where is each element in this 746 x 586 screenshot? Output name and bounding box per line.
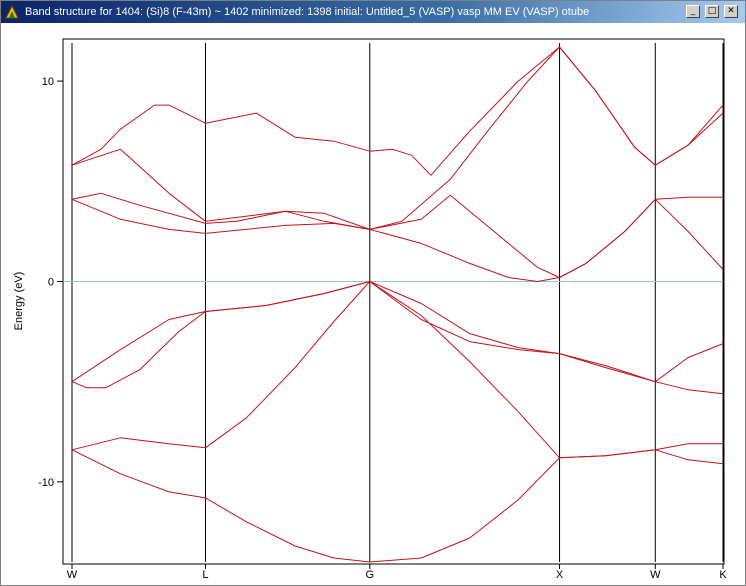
window-title: Band structure for 1404: (Si)8 (F-43m) ~… — [25, 6, 590, 18]
x-tick-label-3: X — [556, 569, 564, 581]
maximize-icon: □ — [707, 6, 717, 16]
y-axis-label: Energy (eV) — [13, 272, 25, 331]
close-icon: ✕ — [727, 6, 735, 16]
x-tick-label-4: W — [650, 569, 661, 581]
maximize-button[interactable]: □ — [705, 5, 719, 18]
x-tick-label-0: W — [67, 569, 78, 581]
bands — [71, 46, 724, 563]
minimize-button[interactable]: _ — [686, 5, 700, 18]
x-tick-label-2: G — [366, 569, 375, 581]
title-bar[interactable]: Band structure for 1404: (Si)8 (F-43m) ~… — [1, 1, 745, 23]
band-line-2 — [71, 281, 723, 459]
plot-frame — [62, 38, 725, 565]
band-structure-chart: Energy (eV) W L G X W K -10 0 10 — [13, 38, 727, 581]
band-line-8 — [71, 46, 724, 176]
x-tick-label-1: L — [202, 569, 208, 581]
y-axis: -10 0 10 — [38, 76, 63, 489]
close-button[interactable]: ✕ — [724, 5, 738, 18]
x-tick-label-5: K — [719, 569, 727, 581]
minimize-icon: _ — [690, 6, 696, 16]
app-icon — [5, 5, 19, 19]
y-tick-label-0: -10 — [38, 477, 54, 489]
band-line-6 — [71, 192, 723, 278]
y-tick-label-1: 0 — [48, 276, 54, 288]
y-tick-label-2: 10 — [42, 76, 54, 88]
band-line-4 — [71, 281, 724, 383]
